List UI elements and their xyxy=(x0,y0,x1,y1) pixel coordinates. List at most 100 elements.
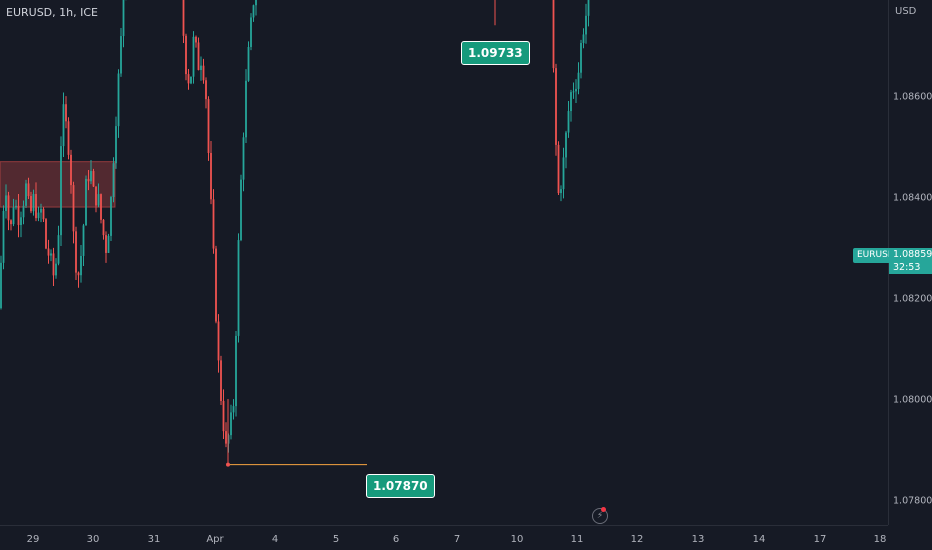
candle-body xyxy=(220,360,222,401)
candle-body xyxy=(105,235,107,253)
candle-body xyxy=(97,194,100,206)
candle-body xyxy=(217,321,220,361)
candle-body xyxy=(77,272,80,276)
candle-body xyxy=(585,15,587,35)
candle-body xyxy=(40,208,42,213)
candle-body xyxy=(552,0,555,69)
candle-body xyxy=(215,248,217,322)
candle-body xyxy=(197,42,200,71)
candle-body xyxy=(230,412,232,436)
candle-body xyxy=(195,36,197,43)
candle-body xyxy=(570,92,572,112)
candle-body xyxy=(60,146,62,236)
candle-body xyxy=(75,231,77,273)
symbol-title[interactable]: EURUSD, 1h, ICE xyxy=(6,6,98,19)
candle-body xyxy=(90,171,92,182)
candle-body xyxy=(67,121,70,155)
price-tick-label: 1.08200 xyxy=(893,294,932,305)
candle-body xyxy=(55,263,57,276)
candle-body xyxy=(2,211,5,263)
time-tick-label: 7 xyxy=(454,534,460,545)
candle-body xyxy=(70,154,72,186)
candle-body xyxy=(222,400,225,432)
candle-body xyxy=(572,91,575,93)
candle-body xyxy=(580,43,582,73)
candle-body xyxy=(562,157,565,190)
candle-body xyxy=(187,74,190,84)
candle-body xyxy=(247,46,250,81)
candle-body xyxy=(0,262,2,309)
candle-body xyxy=(235,335,237,407)
bar-countdown: 32:53 xyxy=(893,262,921,273)
time-tick-label: 12 xyxy=(631,534,644,545)
candle-body xyxy=(62,104,65,147)
lightning-icon[interactable]: ⚡ xyxy=(592,508,608,524)
candle-body xyxy=(567,111,570,133)
time-tick-label: Apr xyxy=(206,534,224,545)
candle-body xyxy=(192,36,195,77)
candle-body xyxy=(107,235,110,253)
candle-body xyxy=(185,35,187,75)
candle-body xyxy=(212,199,215,249)
candle-body xyxy=(47,248,50,256)
candle-body xyxy=(35,194,37,219)
candle-body xyxy=(7,195,10,221)
candle-body xyxy=(122,0,125,37)
candle-body xyxy=(5,195,7,212)
candle-body xyxy=(85,178,87,226)
last-price-value: 1.08859 xyxy=(893,249,932,260)
candle-body xyxy=(32,194,35,212)
candle-body xyxy=(200,65,202,71)
candle-body xyxy=(255,0,257,6)
candle-body xyxy=(15,205,17,208)
candle-body xyxy=(57,235,60,264)
candle-body xyxy=(22,205,25,218)
time-tick-label: 29 xyxy=(27,534,40,545)
candle-body xyxy=(17,205,20,226)
candle-body xyxy=(10,220,12,225)
candle-body xyxy=(52,253,55,276)
candle-body xyxy=(252,5,255,18)
price-tick-label: 1.08600 xyxy=(893,92,932,103)
candle-body xyxy=(65,104,67,122)
candle-body xyxy=(242,137,245,180)
candle-body xyxy=(25,183,27,206)
candle-body xyxy=(87,178,90,182)
time-tick-label: 14 xyxy=(753,534,766,545)
time-tick-label: 6 xyxy=(393,534,399,545)
candle-body xyxy=(577,72,580,89)
time-tick-label: 13 xyxy=(692,534,705,545)
time-tick-label: 18 xyxy=(874,534,887,545)
candle-body xyxy=(20,217,22,226)
candle-body xyxy=(237,240,240,336)
price-tick-label: 1.07800 xyxy=(893,496,932,507)
candle-body xyxy=(102,219,105,236)
candle-body xyxy=(240,179,242,241)
price-tick-label: 1.08400 xyxy=(893,193,932,204)
last-price-box: 1.08859 32:53 xyxy=(889,248,932,274)
candle-body xyxy=(582,34,585,44)
candle-body xyxy=(555,68,557,145)
time-tick-label: 11 xyxy=(571,534,584,545)
candle-body xyxy=(110,197,112,236)
candle-body xyxy=(82,225,85,256)
candle-body xyxy=(80,255,82,276)
notification-dot-icon xyxy=(601,507,606,512)
candle-body xyxy=(565,132,567,158)
time-tick-label: 4 xyxy=(272,534,278,545)
candle-body xyxy=(250,17,252,47)
candle-body xyxy=(190,76,192,84)
candle-body xyxy=(115,126,117,164)
candle-body xyxy=(42,208,45,220)
candle-body xyxy=(27,183,30,197)
candle-body xyxy=(575,88,577,92)
candle-body xyxy=(100,194,102,220)
candle-body xyxy=(120,36,122,74)
candle-body xyxy=(50,253,52,256)
candle-body xyxy=(12,207,15,225)
candle-body xyxy=(207,99,210,153)
high-price-callout: 1.09733 xyxy=(461,41,530,65)
candle-body xyxy=(205,80,207,100)
